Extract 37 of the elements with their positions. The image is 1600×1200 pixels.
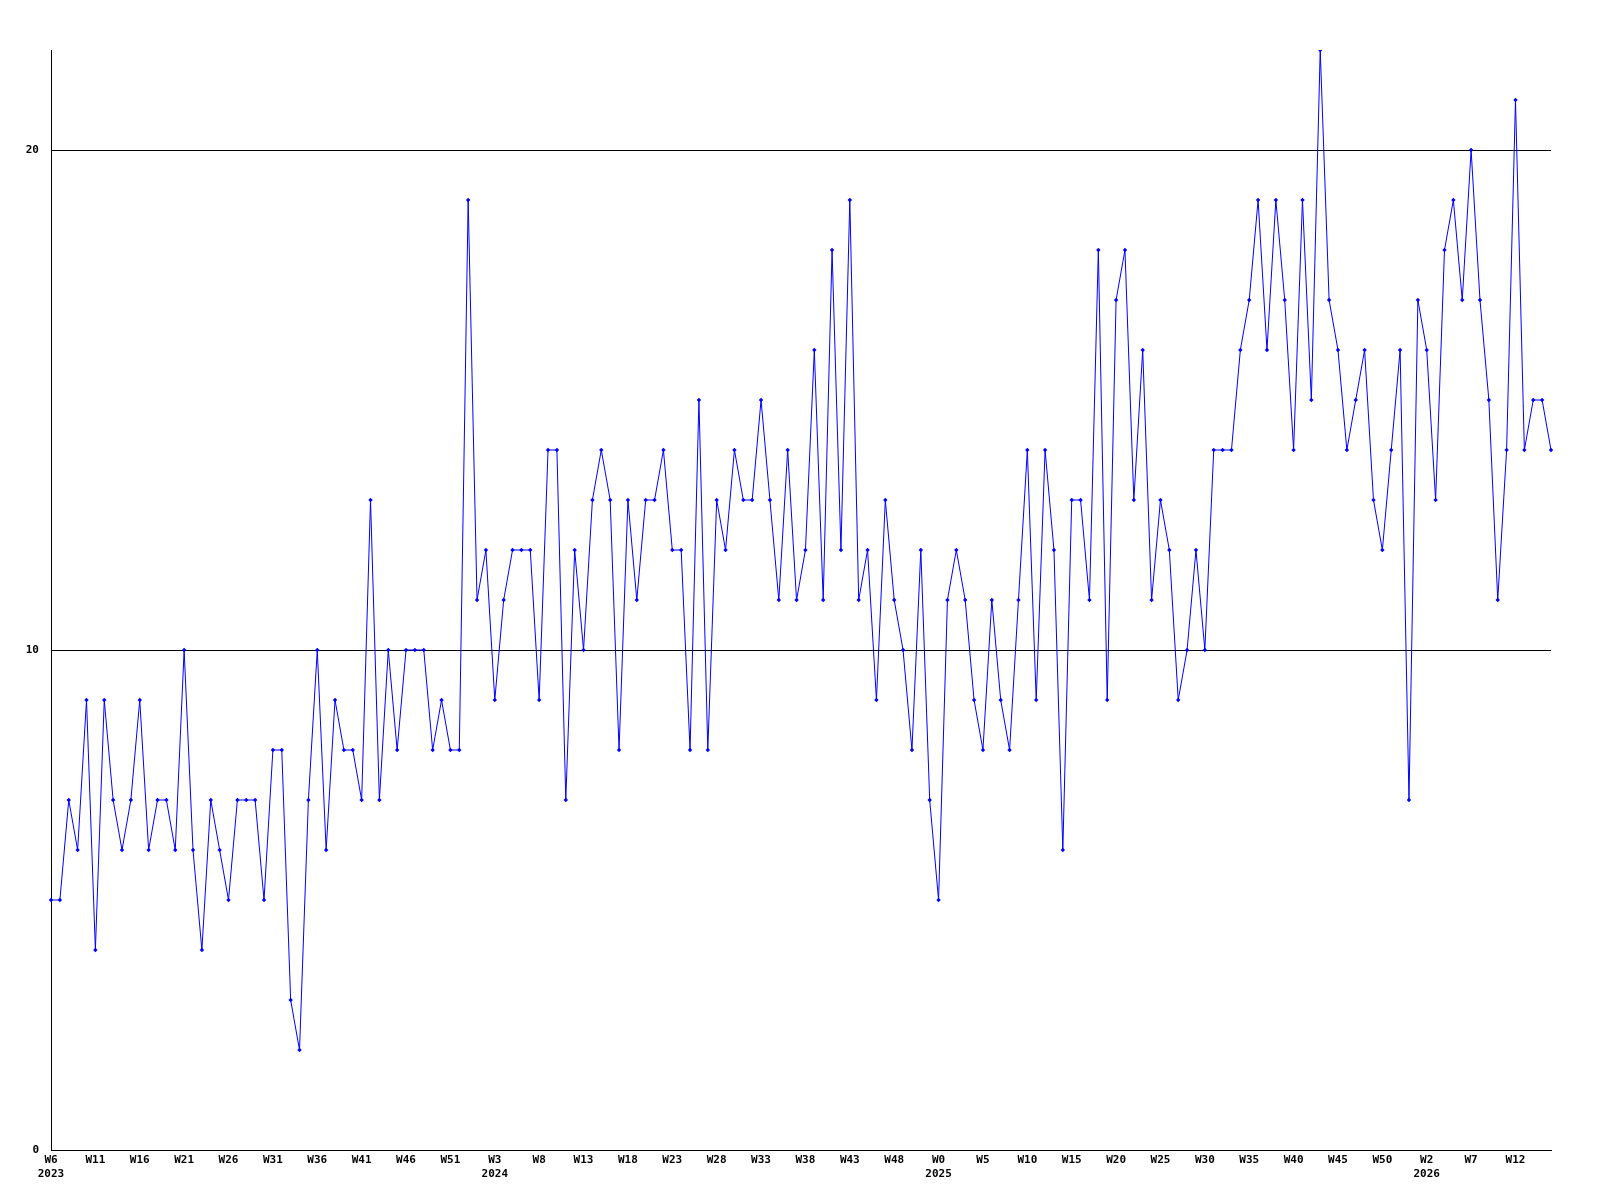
x-tick-label: W21: [174, 1153, 195, 1167]
x-tick-label: W46: [396, 1153, 417, 1167]
x-tick-label: W7: [1464, 1153, 1478, 1167]
x-tick-label: W48: [884, 1153, 905, 1167]
x-tick-label: W13: [573, 1153, 594, 1167]
x-tick-label: W23: [662, 1153, 683, 1167]
x-tick-label: W11: [85, 1153, 106, 1167]
x-tick-label: W20: [1106, 1153, 1127, 1167]
y-tick-label: 20: [25, 142, 39, 156]
x-tick-label: W35: [1239, 1153, 1260, 1167]
x-tick-label: W33: [751, 1153, 771, 1167]
x-tick-label: W30: [1194, 1153, 1215, 1167]
x-tick-label: W3 2024: [481, 1153, 509, 1180]
x-tick-label: W38: [795, 1153, 816, 1167]
x-tick-label: W36: [307, 1153, 328, 1167]
x-tick-label: W2 2026: [1413, 1153, 1441, 1180]
x-tick-label: W18: [617, 1153, 638, 1167]
y-tick-label: 10: [25, 642, 39, 656]
x-tick-label: W6 2023: [37, 1153, 65, 1180]
x-tick-label: W41: [351, 1153, 372, 1167]
x-tick-label: W8: [532, 1153, 546, 1167]
x-tick-label: W50: [1372, 1153, 1393, 1167]
x-tick-label: W51: [440, 1153, 461, 1167]
x-tick-label: W45: [1328, 1153, 1348, 1167]
x-tick-label: W28: [706, 1153, 727, 1167]
x-tick-label: W31: [262, 1153, 284, 1167]
x-tick-label: W40: [1283, 1153, 1304, 1167]
x-tick-label: W26: [218, 1153, 239, 1167]
x-tick-label: W5: [976, 1153, 990, 1167]
y-tick-label: 0: [32, 1142, 39, 1156]
x-tick-label: W10: [1017, 1153, 1038, 1167]
x-tick-label: W12: [1505, 1153, 1526, 1167]
x-tick-label: W25: [1150, 1153, 1171, 1167]
x-tick-label: W15: [1061, 1153, 1082, 1167]
x-tick-label: W0 2025: [925, 1153, 952, 1180]
x-tick-label: W16: [129, 1153, 151, 1167]
x-tick-label: W43: [839, 1153, 860, 1167]
